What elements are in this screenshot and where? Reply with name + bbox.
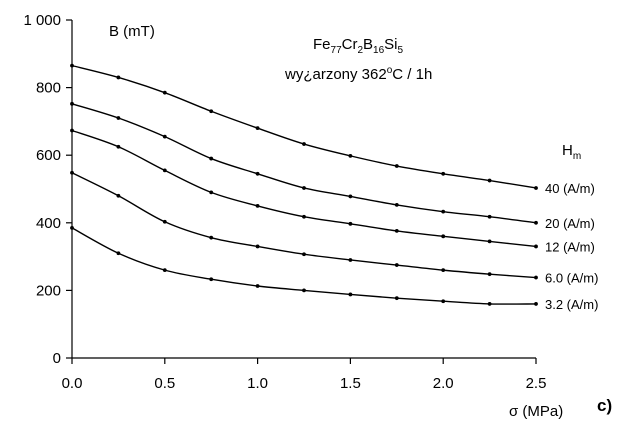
data-point [116, 144, 121, 149]
data-point [534, 220, 538, 225]
x-tick-label: 0.5 [154, 375, 175, 392]
data-point [116, 193, 121, 198]
data-point [534, 275, 538, 280]
y-ticks: 0 200 400 600 800 1 000 [23, 12, 72, 367]
data-point [302, 288, 306, 293]
data-point [348, 153, 353, 158]
data-point [487, 272, 492, 277]
data-point [209, 156, 214, 161]
y-axis-label: B (mT) [109, 23, 155, 40]
data-point [534, 302, 538, 306]
data-point [441, 268, 446, 273]
data-point [302, 186, 306, 190]
data-point [441, 209, 446, 214]
data-point [348, 292, 353, 297]
data-point [441, 299, 446, 304]
data-point [487, 239, 492, 244]
data-point [162, 90, 167, 95]
series-label: 20 (A/m) [545, 216, 595, 231]
data-point [255, 204, 260, 208]
data-point [116, 75, 121, 80]
y-tick-label: 1 000 [23, 12, 61, 29]
data-point [209, 190, 214, 195]
data-point [116, 251, 121, 256]
data-point [162, 134, 167, 139]
data-point [162, 219, 167, 224]
series: 40 (A/m) [70, 63, 595, 196]
data-point [209, 277, 214, 282]
data-point [394, 263, 399, 267]
data-point [70, 225, 74, 230]
x-tick-label: 0.0 [62, 375, 83, 392]
series-label: 40 (A/m) [545, 181, 595, 196]
x-axis-label: σ (MPa) [509, 403, 563, 420]
data-point [534, 244, 538, 249]
series-group: 40 (A/m) 20 (A/m) 12 (A/m) 6.0 (A/m) 3.2 (A/… [70, 63, 598, 312]
data-point [441, 171, 446, 176]
alloy-formula: Fe77Cr2B16Si5 [313, 36, 404, 56]
data-point [162, 168, 167, 173]
legend-title: Hm [562, 142, 581, 162]
data-point [348, 194, 353, 199]
panel-label: c) [597, 396, 612, 415]
data-point [162, 268, 167, 273]
data-point [116, 116, 121, 120]
y-tick-label: 200 [36, 282, 61, 299]
data-point [394, 202, 399, 207]
x-tick-label: 2.0 [433, 375, 454, 392]
data-point [70, 63, 74, 68]
series: 3.2 (A/m) [70, 225, 598, 312]
y-tick-label: 600 [36, 147, 61, 164]
data-point [255, 284, 260, 288]
data-point [302, 252, 306, 257]
data-point [487, 302, 492, 306]
x-tick-label: 1.0 [247, 375, 268, 392]
series: 20 (A/m) [70, 101, 595, 231]
data-point [255, 126, 260, 131]
x-tick-label: 1.5 [340, 375, 361, 392]
data-point [394, 229, 399, 233]
series-label: 12 (A/m) [545, 239, 595, 254]
data-point [487, 178, 492, 183]
series-label: 3.2 (A/m) [545, 297, 598, 312]
x-ticks: 0.0 0.5 1.0 1.5 2.0 2.5 [62, 358, 547, 392]
y-tick-label: 400 [36, 215, 61, 232]
data-point [302, 142, 306, 146]
y-tick-label: 800 [36, 80, 61, 97]
series: 12 (A/m) [70, 128, 595, 254]
data-point [441, 234, 446, 239]
x-tick-label: 2.5 [526, 375, 547, 392]
series-line [71, 103, 537, 224]
data-point [70, 170, 74, 175]
data-point [534, 186, 538, 190]
data-point [348, 258, 353, 262]
data-point [70, 101, 74, 106]
series: 6.0 (A/m) [70, 170, 598, 286]
data-point [394, 164, 399, 168]
series-label: 6.0 (A/m) [545, 271, 598, 286]
data-point [487, 214, 492, 219]
data-point [70, 128, 74, 133]
data-point [209, 109, 214, 114]
anneal-condition: wy¿arzony 362oC / 1h [284, 65, 432, 83]
data-point [348, 221, 353, 226]
data-point [255, 171, 260, 176]
data-point [209, 235, 214, 240]
data-point [394, 296, 399, 301]
data-point [302, 214, 306, 219]
y-tick-label: 0 [53, 350, 61, 367]
data-point [255, 244, 260, 249]
